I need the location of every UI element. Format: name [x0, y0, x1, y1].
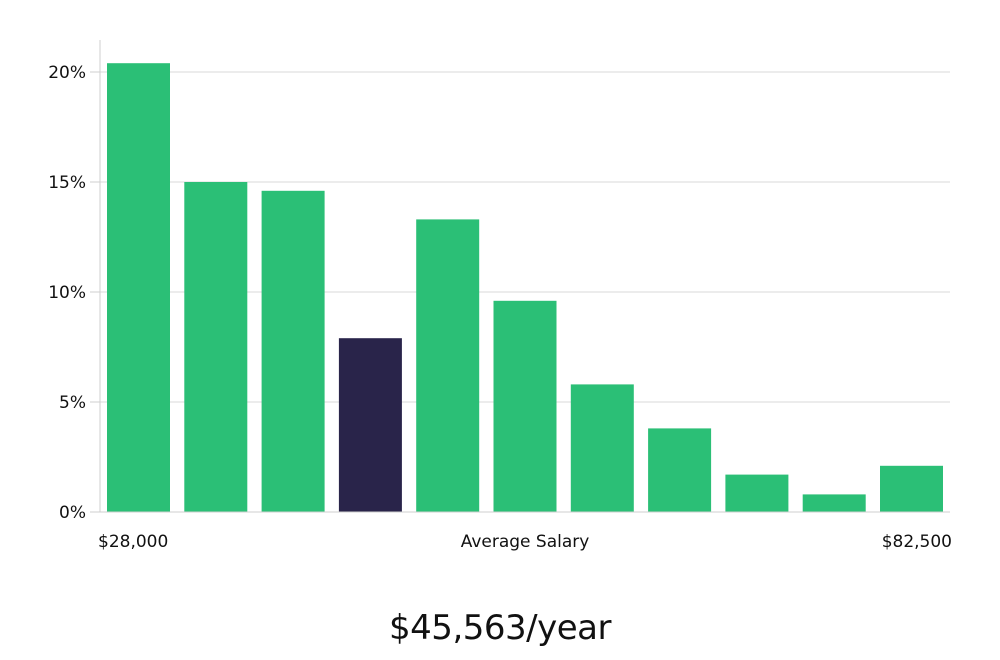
x-center-label: Average Salary — [461, 532, 590, 552]
bar — [184, 182, 248, 512]
bar — [261, 190, 325, 513]
bar — [648, 428, 712, 512]
average-salary-value: $45,563/year — [389, 608, 611, 648]
bar — [725, 474, 789, 512]
bar — [880, 465, 943, 512]
y-tick-label: 10% — [48, 283, 86, 303]
y-tick-label: 5% — [59, 393, 86, 413]
bar — [416, 219, 480, 512]
salary-distribution-chart: 0% 5% 10% 15% 20% $28,000 Average Salary $82… — [48, 40, 952, 552]
bar-average-salary — [338, 338, 402, 512]
x-start-label: $28,000 — [98, 532, 168, 552]
bar — [570, 384, 634, 512]
bar — [802, 494, 866, 512]
bar — [107, 63, 170, 512]
y-axis-ticks: 0% 5% 10% 15% 20% — [48, 63, 100, 523]
x-end-label: $82,500 — [882, 532, 952, 552]
bars — [107, 63, 943, 513]
y-tick-label: 20% — [48, 63, 86, 83]
bar — [493, 300, 557, 512]
y-tick-label: 0% — [59, 503, 86, 523]
y-tick-label: 15% — [48, 173, 86, 193]
